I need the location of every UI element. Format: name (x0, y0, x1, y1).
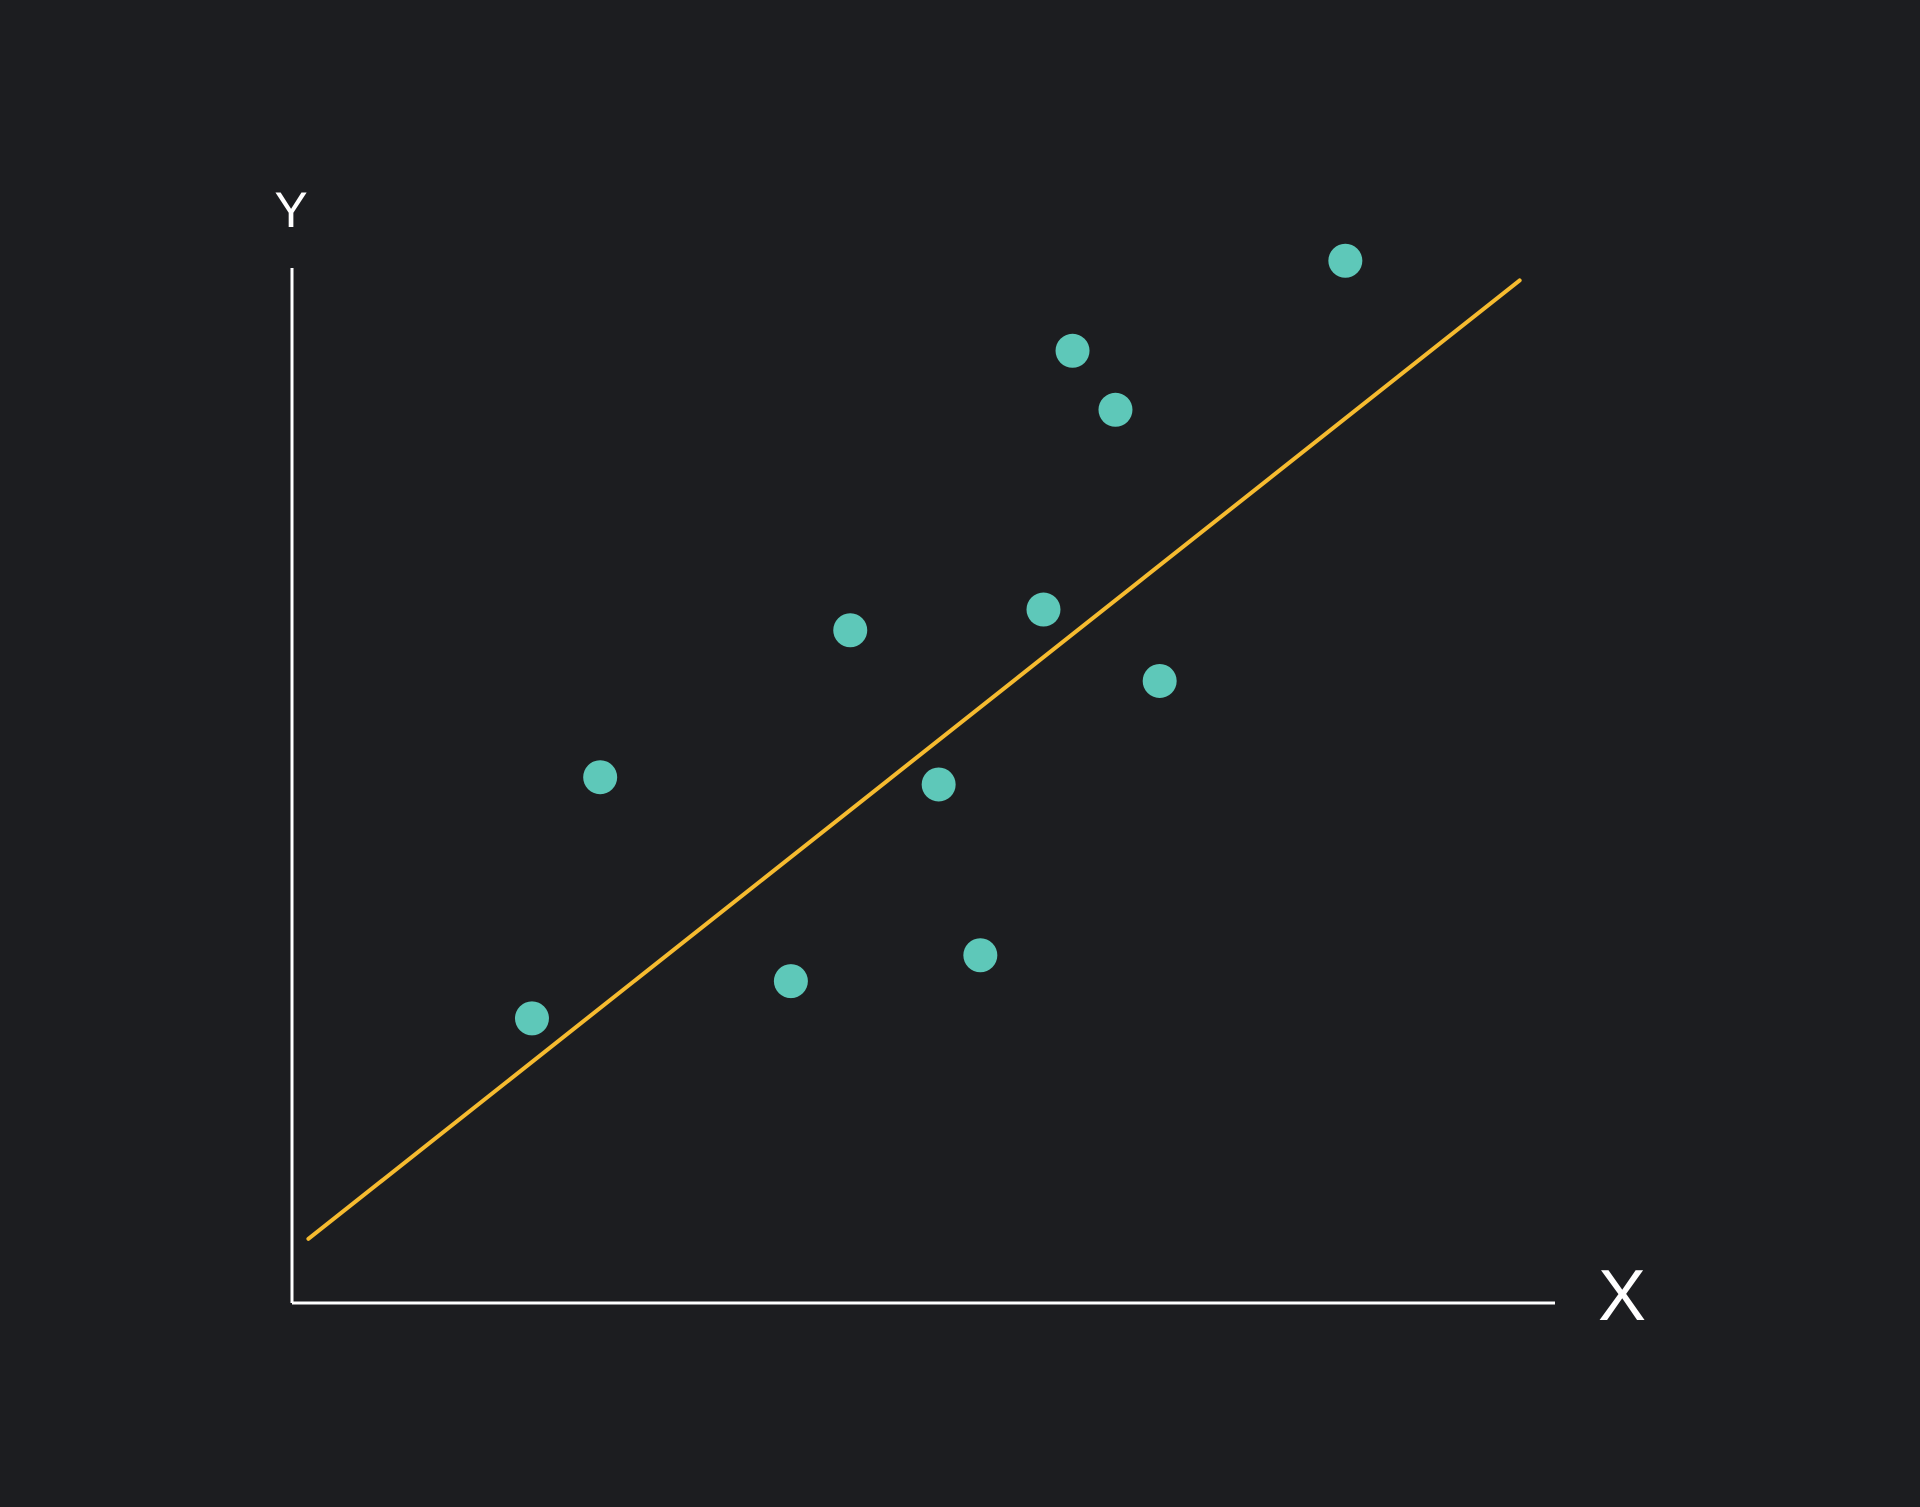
data-point-7 (1026, 592, 1061, 627)
data-point-6 (963, 938, 998, 973)
data-point-2 (583, 760, 618, 795)
data-point-10 (1142, 663, 1177, 698)
data-point-3 (773, 964, 808, 999)
data-point-11 (1328, 243, 1363, 278)
data-point-1 (514, 1001, 549, 1036)
trendline (306, 278, 1522, 1241)
y-axis-label: Y (274, 182, 307, 238)
data-point-4 (833, 613, 868, 648)
data-point-5 (921, 767, 956, 802)
data-point-9 (1098, 392, 1133, 427)
data-points (514, 243, 1363, 1036)
axes (290, 268, 1555, 1305)
x-axis-label: X (1598, 1256, 1646, 1336)
data-point-8 (1055, 333, 1090, 368)
